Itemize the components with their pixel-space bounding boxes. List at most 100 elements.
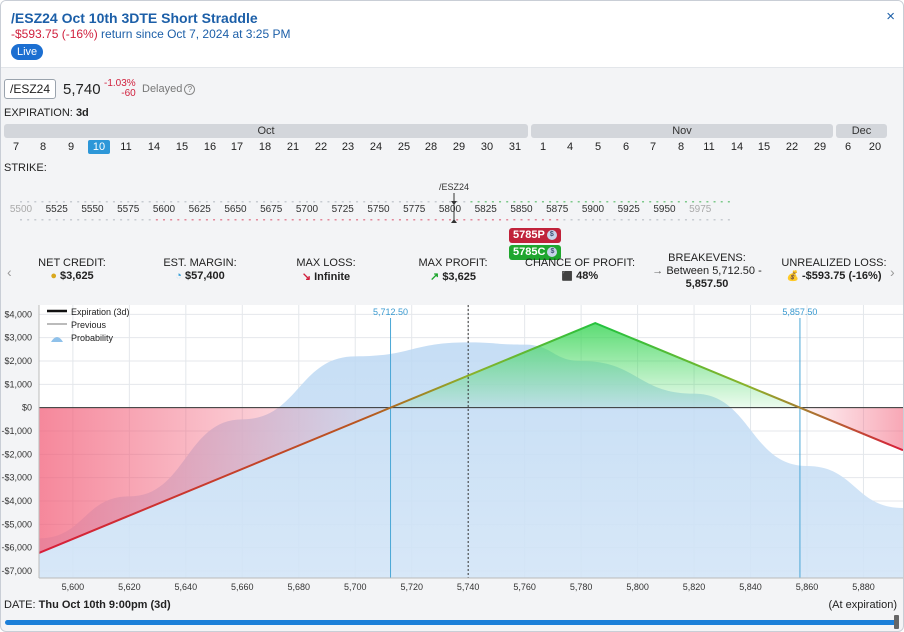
stat-label: NET CREDIT: (38, 257, 106, 269)
expiration-day[interactable]: 7 (12, 141, 20, 153)
expiration-day[interactable]: 6 (622, 141, 630, 153)
put-strike-dot (727, 219, 730, 221)
call-strike-dot (70, 201, 73, 203)
call-strike-dot (649, 201, 652, 203)
stat-value: Infinite (314, 271, 351, 283)
help-icon[interactable]: ? (184, 83, 196, 95)
put-strike-dot (277, 219, 280, 221)
x-tick-label: 5,780 (570, 582, 593, 592)
expiration-day[interactable]: 21 (286, 141, 300, 153)
put-strike-dot (55, 219, 58, 221)
expiration-day[interactable]: 11 (120, 141, 132, 153)
strike-tick-label: 5525 (46, 204, 69, 215)
strike-tick-label: 5500 (10, 204, 33, 215)
call-strike-dot (456, 201, 459, 203)
expiration-day[interactable]: 23 (341, 141, 355, 153)
call-strike-dot (577, 201, 580, 203)
put-strike-dot (413, 219, 416, 221)
put-strike-dot (613, 219, 616, 221)
x-tick-label: 5,620 (118, 582, 141, 592)
x-tick-label: 5,700 (344, 582, 367, 592)
expiration-day[interactable]: 14 (147, 141, 161, 153)
expiration-day[interactable]: 31 (508, 141, 522, 153)
expiration-day[interactable]: 16 (203, 141, 217, 153)
call-strike-dot (363, 201, 366, 203)
put-strike-dot (391, 219, 394, 221)
call-strike-dot (663, 201, 666, 203)
expiration-day[interactable]: 18 (258, 141, 272, 153)
y-tick-label: -$3,000 (1, 473, 32, 483)
call-strike-dot (463, 201, 466, 203)
expiration-day[interactable]: 7 (649, 141, 657, 153)
legend-probability-swatch (51, 337, 63, 342)
expiration-day[interactable]: 29 (452, 141, 466, 153)
expiration-day[interactable]: 5 (594, 141, 602, 153)
expiration-day[interactable]: 1 (539, 141, 547, 153)
expiration-day[interactable]: 20 (868, 141, 882, 153)
expiration-day[interactable]: 24 (369, 141, 383, 153)
stat-value: $3,625 (60, 270, 94, 282)
expiration-day[interactable]: 15 (175, 141, 189, 153)
stat-est-margin: EST. MARGIN: ◔ $57,400 (155, 257, 245, 282)
y-tick-label: $4,000 (4, 309, 32, 319)
call-strike-dot (713, 201, 716, 203)
expiration-day[interactable]: 8 (39, 141, 47, 153)
x-tick-label: 5,640 (175, 582, 198, 592)
strike-ladder[interactable]: 5500 5525 5550 5575 5600 5625 5650 5675 5700 5725… (1, 179, 904, 229)
expiration-day[interactable]: 8 (677, 141, 685, 153)
expiration-day[interactable]: 22 (785, 141, 799, 153)
close-icon[interactable]: × (886, 8, 895, 25)
expiration-day[interactable]: 10 (88, 140, 110, 154)
y-tick-label: -$5,000 (1, 519, 32, 529)
expiration-day[interactable]: 15 (757, 141, 771, 153)
put-strike-dot (706, 219, 709, 221)
pnl-chart[interactable]: 5,712.50 5,857.50 $4,000 $3,000 $2,000 $1,000… (1, 301, 904, 597)
stats-next-arrow-icon[interactable]: › (890, 264, 895, 280)
date-value: Thu Oct 10th 9:00pm (3d) (38, 599, 171, 611)
stat-max-loss: MAX LOSS: ↘ Infinite (286, 257, 366, 283)
expiration-day[interactable]: 22 (314, 141, 328, 153)
call-strike-dot (470, 201, 473, 203)
stat-label: BREAKEVENS: (668, 252, 746, 264)
x-tick-label: 5,840 (739, 582, 762, 592)
date-slider-handle[interactable] (894, 615, 899, 629)
call-position-tag[interactable]: 5785C $ (509, 245, 562, 260)
call-strike-dot (527, 201, 530, 203)
put-strike-dot (220, 219, 223, 221)
x-tick-label: 5,800 (626, 582, 649, 592)
expiration-day[interactable]: 11 (703, 141, 715, 153)
symbol-input[interactable]: /ESZ24 (4, 79, 56, 99)
call-strike-dot (599, 201, 602, 203)
strike-tick-label: 5725 (332, 204, 355, 215)
put-strike-dot (656, 219, 659, 221)
call-strike-dot (34, 201, 37, 203)
expiration-day[interactable]: 28 (424, 141, 438, 153)
trade-title[interactable]: /ESZ24 Oct 10th 3DTE Short Straddle (11, 10, 258, 26)
put-strike-dot (620, 219, 623, 221)
call-strike-dot (427, 201, 430, 203)
pnl-value: -$593.75 (-16%) (11, 27, 98, 41)
call-strike-dot (248, 201, 251, 203)
expiration-day[interactable]: 9 (67, 141, 75, 153)
expiration-day[interactable]: 25 (397, 141, 411, 153)
put-strike-dot (606, 219, 609, 221)
expiration-day[interactable]: 6 (844, 141, 852, 153)
expiration-day[interactable]: 14 (730, 141, 744, 153)
put-strike-dot (98, 219, 101, 221)
call-strike-dot (241, 201, 244, 203)
expiration-day[interactable]: 30 (480, 141, 494, 153)
price-change-abs: -60 (121, 88, 136, 99)
expiration-day[interactable]: 29 (813, 141, 827, 153)
strike-tick-label: 5775 (403, 204, 426, 215)
put-position-tag[interactable]: 5785P $ (509, 228, 561, 243)
call-strike-dot (484, 201, 487, 203)
delayed-status: Delayed? (142, 83, 196, 95)
stats-prev-arrow-icon[interactable]: ‹ (7, 264, 12, 280)
put-strike-dot (592, 219, 594, 221)
expiration-day[interactable]: 17 (230, 141, 244, 153)
date-slider[interactable] (5, 620, 897, 625)
strike-label: STRIKE: (4, 162, 47, 174)
y-tick-label: $1,000 (4, 379, 32, 389)
call-strike-dot (270, 201, 273, 203)
expiration-day[interactable]: 4 (566, 141, 574, 153)
